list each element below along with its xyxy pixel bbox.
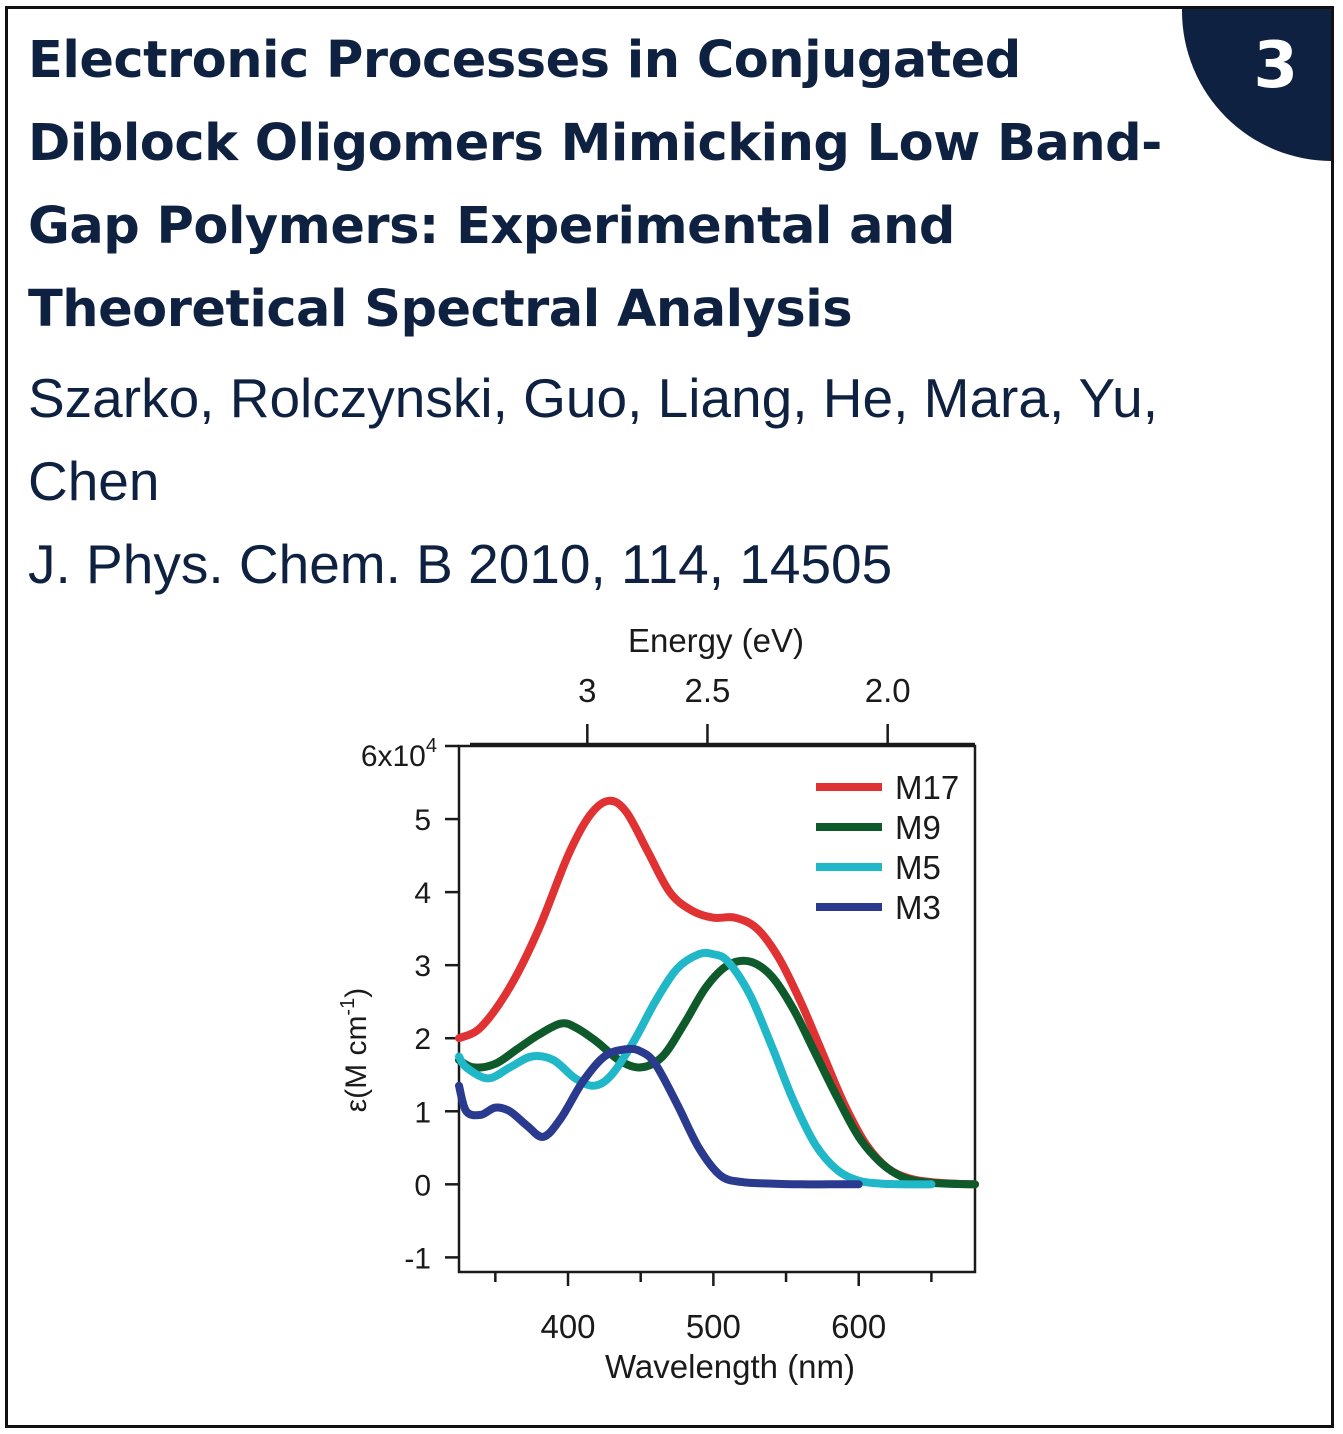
series-line-m3 bbox=[455, 1044, 863, 1189]
legend-label-m9: M9 bbox=[895, 809, 941, 846]
y-tick-label: 3 bbox=[414, 950, 431, 983]
legend-label-m17: M17 bbox=[895, 769, 959, 806]
article-card: 3 Electronic Processes in Conjugated Dib… bbox=[5, 6, 1334, 1428]
y-tick-label: 4 bbox=[414, 877, 431, 910]
badge-number: 3 bbox=[1253, 29, 1298, 103]
legend-label-m5: M5 bbox=[895, 849, 941, 886]
x-axis-label: Wavelength (nm) bbox=[605, 1348, 855, 1385]
x-tick-label: 400 bbox=[540, 1308, 595, 1345]
top-tick-label: 3 bbox=[578, 672, 596, 709]
y-tick-label: 0 bbox=[414, 1169, 431, 1202]
legend-label-m3: M3 bbox=[895, 889, 941, 926]
y-multiplier-label: 6x104 bbox=[361, 735, 437, 773]
y-tick-label: 2 bbox=[414, 1023, 431, 1056]
article-citation: J. Phys. Chem. B 2010, 114, 14505 bbox=[28, 533, 893, 595]
y-axis-label: ε(M cm-1) bbox=[337, 988, 373, 1112]
series-line-m5 bbox=[455, 948, 936, 1189]
plot-frame bbox=[457, 744, 977, 1274]
top-axis-label: Energy (eV) bbox=[628, 622, 804, 659]
x-tick-label: 500 bbox=[686, 1308, 741, 1345]
article-authors: Szarko, Rolczynski, Guo, Liang, He, Mara… bbox=[28, 367, 1159, 512]
article-title: Electronic Processes in Conjugated Diblo… bbox=[28, 31, 1162, 339]
series-line-m9 bbox=[455, 956, 979, 1189]
y-tick-label: 1 bbox=[414, 1096, 431, 1129]
y-tick-label: 5 bbox=[414, 804, 431, 837]
x-tick-label: 600 bbox=[831, 1308, 886, 1345]
y-tick-label: -1 bbox=[404, 1242, 431, 1275]
top-tick-label: 2.5 bbox=[685, 672, 731, 709]
top-tick-label: 2.0 bbox=[865, 672, 911, 709]
